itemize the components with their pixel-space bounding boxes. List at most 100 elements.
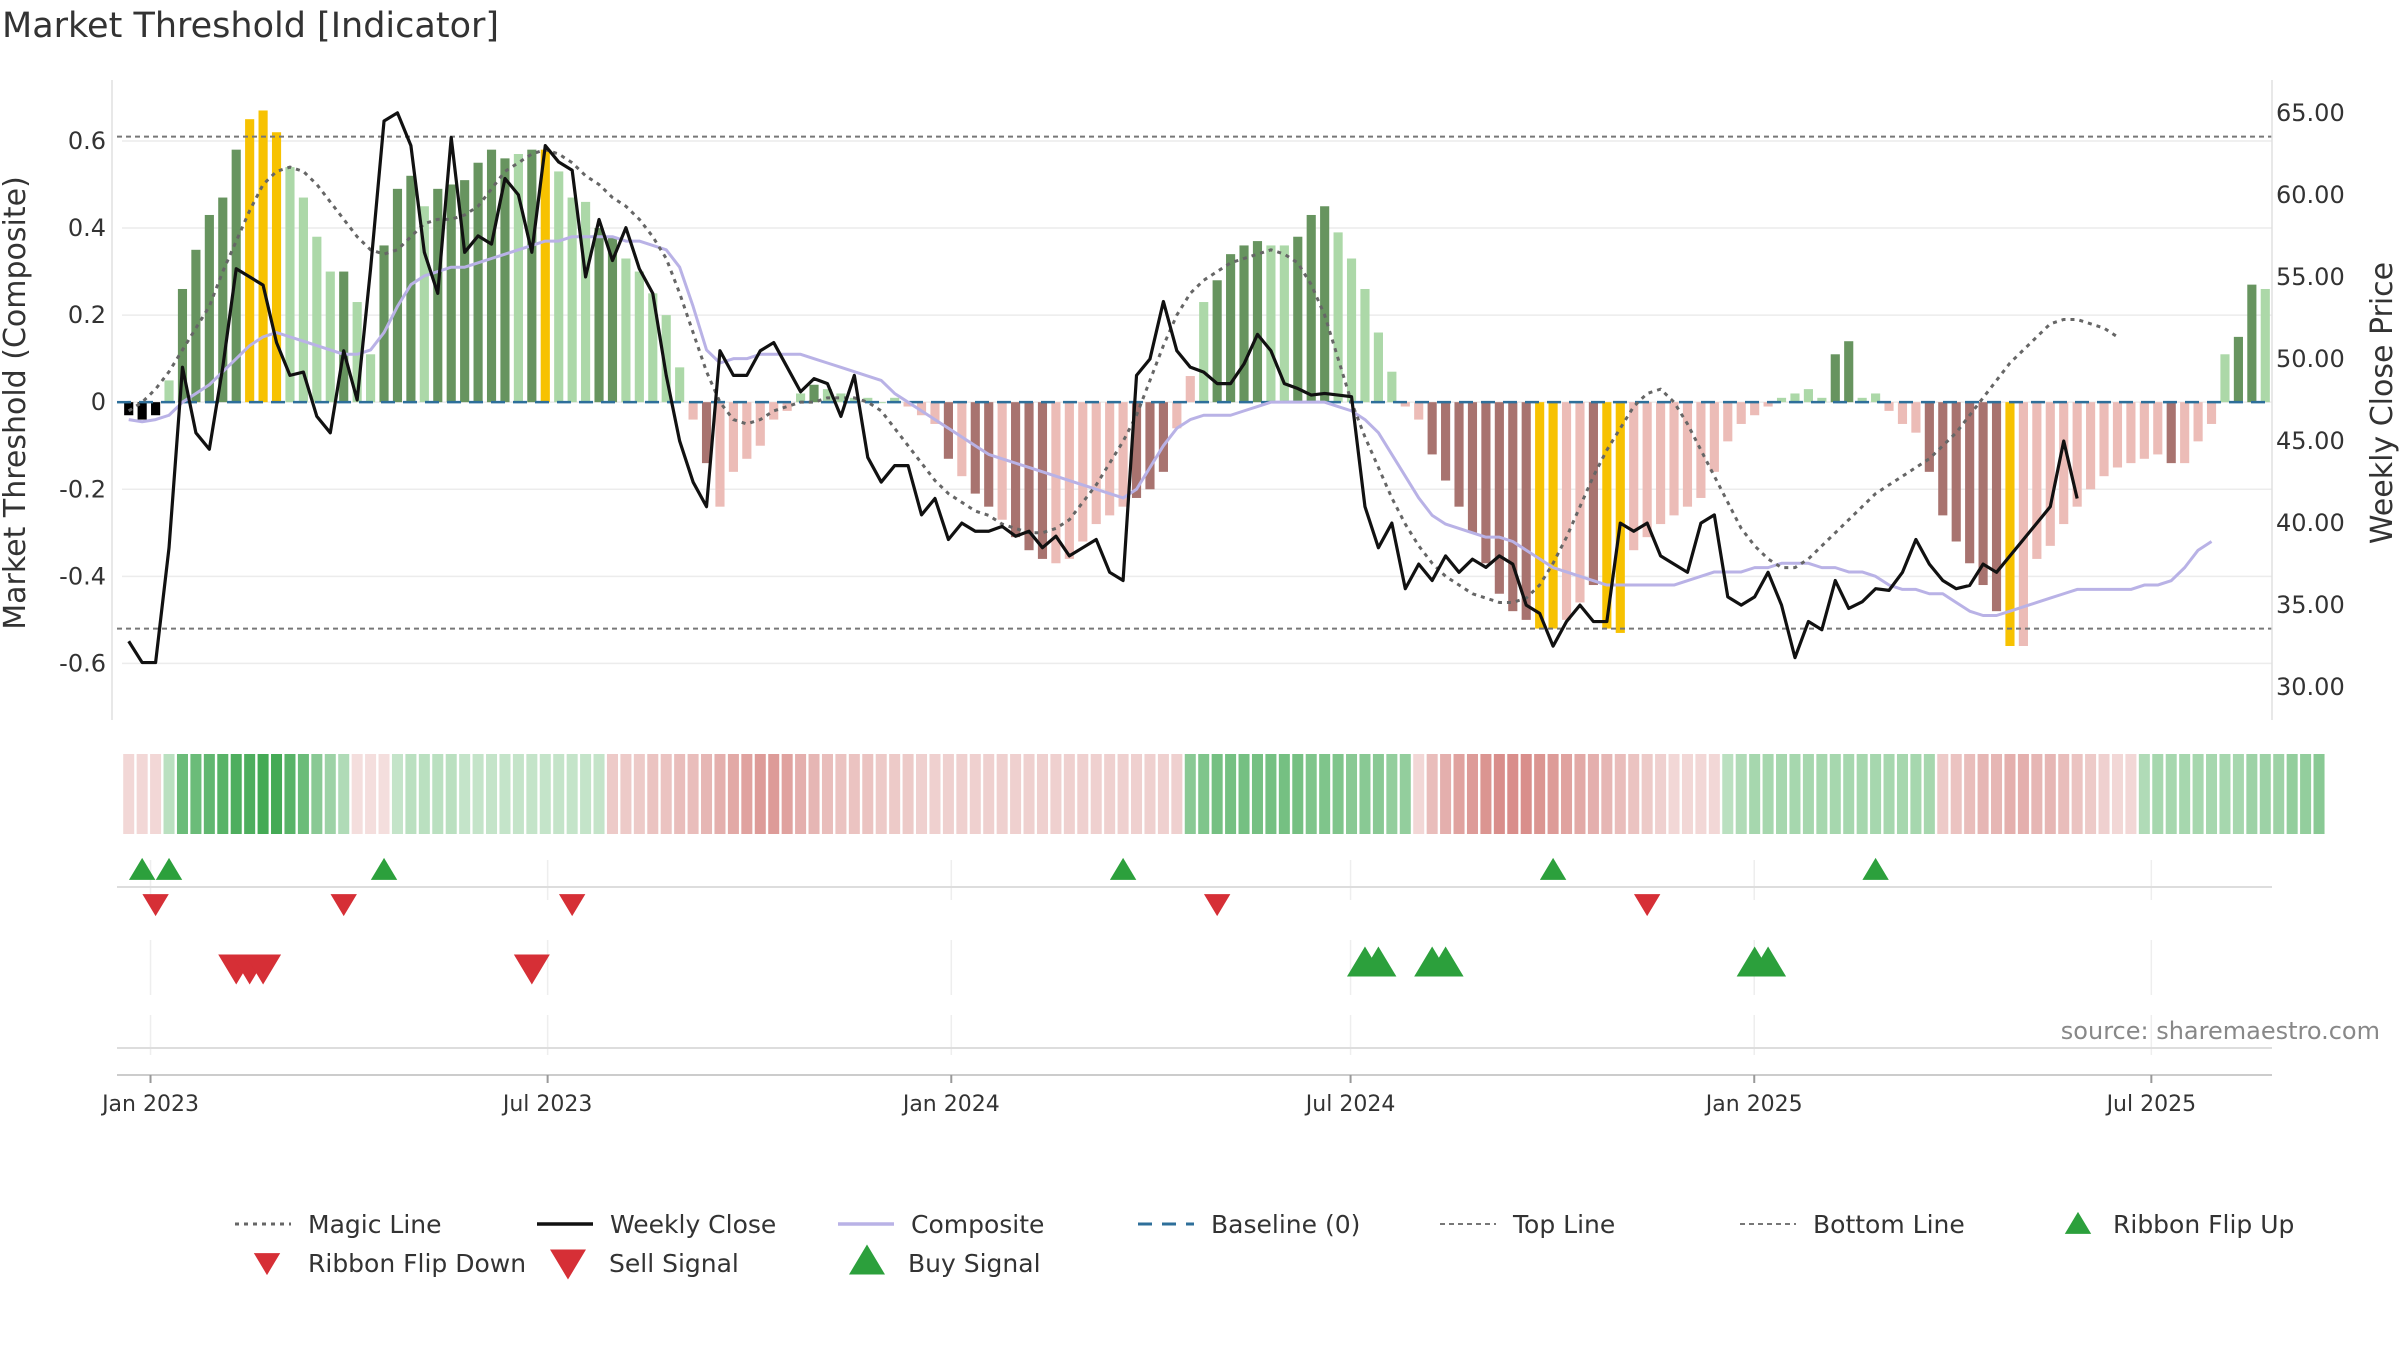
ribbon-cell	[1211, 754, 1223, 834]
ribbon-cell	[889, 754, 901, 834]
threshold-bar	[1145, 402, 1155, 490]
threshold-bar	[1118, 402, 1128, 507]
x-tick-label: Jul 2025	[2105, 1092, 2197, 1117]
threshold-bar	[796, 393, 806, 403]
threshold-bar	[1172, 402, 1182, 429]
threshold-bar	[634, 271, 644, 403]
ribbon-cell	[1655, 754, 1667, 834]
ribbon-strip	[123, 754, 2325, 834]
ribbon-cell	[795, 754, 807, 834]
ribbon-cell	[1493, 754, 1505, 834]
y-axis-left-title: Market Threshold (Composite)	[0, 176, 33, 630]
ribbon-cell	[1144, 754, 1156, 834]
ribbon-cell	[2313, 754, 2325, 834]
legend: Magic Line Weekly Close Composite Baseline …	[235, 1210, 2294, 1280]
ribbon-cell	[2219, 754, 2231, 834]
ribbon-cell	[351, 754, 363, 834]
ribbon-cell	[1520, 754, 1532, 834]
threshold-bar	[2086, 402, 2096, 490]
ribbon-cell	[1950, 754, 1962, 834]
ribbon-cell	[633, 754, 645, 834]
ribbon-cell	[1278, 754, 1290, 834]
threshold-bar	[2045, 402, 2055, 546]
ribbon-cell	[1923, 754, 1935, 834]
threshold-bar	[2260, 288, 2270, 403]
legend-label: Composite	[911, 1210, 1044, 1239]
threshold-bar	[1414, 402, 1424, 420]
legend-item: Buy Signal	[849, 1244, 1041, 1278]
ribbon-cell	[808, 754, 820, 834]
ribbon-cell	[472, 754, 484, 834]
threshold-bar	[164, 380, 174, 403]
reference-lines	[117, 135, 2272, 630]
ribbon-cell	[1050, 754, 1062, 834]
ribbon-cell	[1090, 754, 1102, 834]
ribbon-cell	[445, 754, 457, 834]
ribbon-cell	[163, 754, 175, 834]
ribbon-cell	[1036, 754, 1048, 834]
y-tick-left: 0.2	[68, 301, 106, 329]
buy-signal-marker	[1750, 946, 1787, 977]
source-label: source: sharemaestro.com	[2061, 1017, 2380, 1045]
threshold-bar	[1400, 402, 1410, 407]
threshold-bar	[1467, 402, 1478, 533]
ribbon-cell	[687, 754, 699, 834]
ribbon-cell	[2111, 754, 2123, 834]
threshold-bar	[1105, 402, 1115, 516]
legend-swatch	[253, 1253, 281, 1276]
ribbon-cell	[499, 754, 511, 834]
ribbon-cell	[606, 754, 618, 834]
threshold-bar	[621, 258, 631, 403]
legend-swatch	[2064, 1211, 2092, 1234]
ribbon-cell	[1104, 754, 1116, 834]
ribbon-cell	[526, 754, 538, 834]
ribbon-cell	[1856, 754, 1868, 834]
threshold-bar	[258, 110, 268, 403]
ribbon-cell	[1251, 754, 1263, 834]
threshold-bar	[1790, 393, 1800, 403]
ribbon-cell	[983, 754, 995, 834]
threshold-bar	[1293, 236, 1303, 403]
threshold-bar	[661, 315, 671, 403]
series-lines	[127, 111, 2213, 665]
threshold-bar	[446, 184, 456, 403]
ribbon-cell	[1359, 754, 1371, 834]
ribbon-cell	[1399, 754, 1411, 834]
ribbon-cell	[365, 754, 377, 834]
threshold-bar	[2005, 402, 2015, 646]
threshold-bar	[2139, 402, 2149, 459]
ribbon-cell	[566, 754, 578, 834]
y-tick-right: 50.00	[2276, 345, 2345, 373]
threshold-bar	[1871, 393, 1881, 403]
threshold-bar	[1723, 402, 1733, 442]
threshold-bar	[769, 402, 779, 420]
threshold-bar	[648, 293, 658, 403]
ribbon-cell	[714, 754, 726, 834]
ribbon-cell	[1816, 754, 1828, 834]
threshold-bar	[312, 236, 322, 403]
ribbon-cell	[1386, 754, 1398, 834]
threshold-bar	[1078, 402, 1088, 542]
threshold-bar	[997, 402, 1007, 520]
ribbon-cell	[2058, 754, 2070, 834]
ribbon-cell	[190, 754, 202, 834]
ribbon-cell	[1587, 754, 1599, 834]
threshold-bar	[2153, 402, 2163, 455]
ribbon-cell	[835, 754, 847, 834]
y-tick-right: 55.00	[2276, 263, 2345, 291]
ribbon-cell	[1372, 754, 1384, 834]
ribbon-cell	[754, 754, 766, 834]
threshold-bar	[1696, 402, 1706, 498]
ribbon-cell	[1077, 754, 1089, 834]
threshold-bar	[594, 228, 604, 403]
legend-label: Baseline (0)	[1211, 1210, 1360, 1239]
ribbon-cell	[701, 754, 713, 834]
ribbon-cell	[2246, 754, 2258, 834]
y-tick-right: 45.00	[2276, 427, 2345, 455]
ribbon-cell	[1225, 754, 1237, 834]
threshold-bar	[1199, 302, 1209, 403]
ribbon-cell	[1910, 754, 1922, 834]
ribbon-cell	[1870, 754, 1882, 834]
ribbon-cell	[2273, 754, 2285, 834]
threshold-bar	[271, 132, 282, 403]
